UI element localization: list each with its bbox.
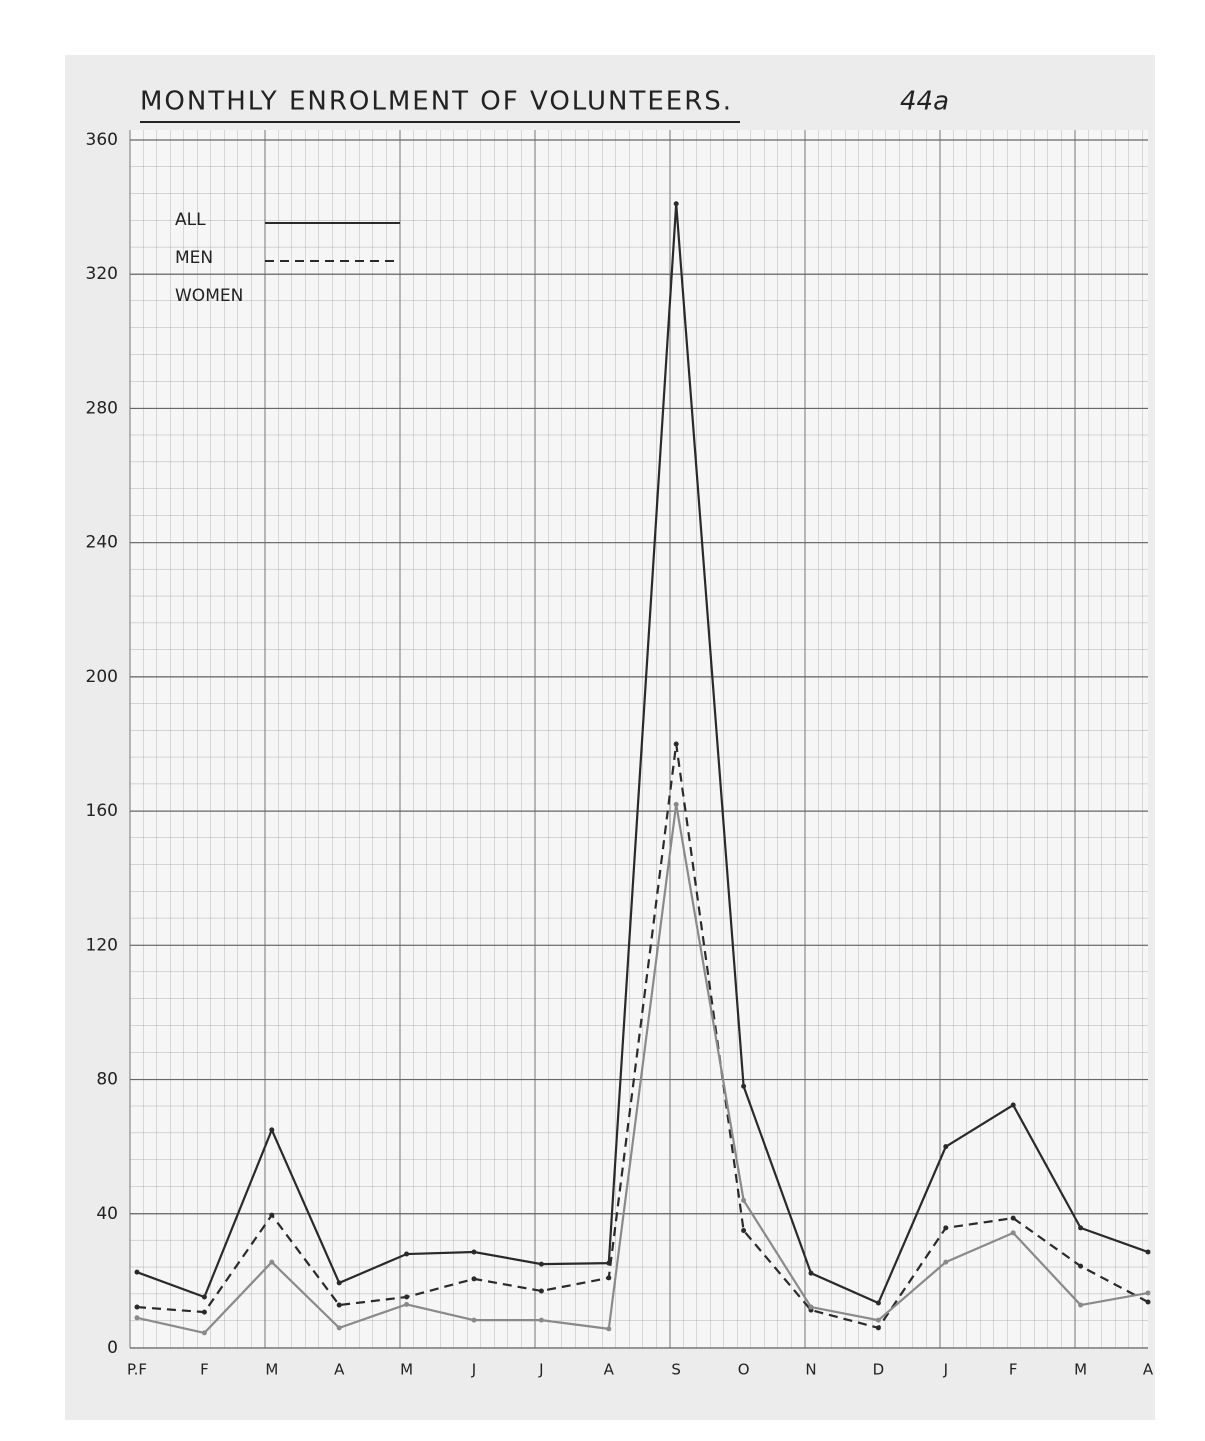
x-tick-label: F xyxy=(1009,1361,1018,1379)
y-tick-label: 40 xyxy=(96,1204,118,1224)
point xyxy=(876,1301,881,1306)
point xyxy=(472,1318,477,1323)
point xyxy=(876,1318,881,1323)
point xyxy=(404,1252,409,1257)
x-tick-label: P.F xyxy=(127,1361,147,1379)
point xyxy=(539,1288,544,1293)
point xyxy=(1146,1300,1151,1305)
point xyxy=(135,1270,140,1275)
y-tick-label: 80 xyxy=(96,1070,118,1090)
point xyxy=(943,1225,948,1230)
y-tick-label: 280 xyxy=(86,398,118,418)
x-tick-label: J xyxy=(943,1361,948,1379)
point xyxy=(1078,1225,1083,1230)
point xyxy=(741,1198,746,1203)
point xyxy=(472,1250,477,1255)
x-tick-label: N xyxy=(805,1361,816,1379)
chart-title: MONTHLY ENROLMENT OF VOLUNTEERS. xyxy=(140,87,733,117)
x-tick-label: S xyxy=(671,1361,681,1379)
point xyxy=(1011,1216,1016,1221)
x-tick-label: A xyxy=(604,1361,615,1379)
x-tick-label: M xyxy=(1074,1361,1087,1379)
x-tick-label: A xyxy=(334,1361,345,1379)
point xyxy=(1078,1264,1083,1269)
point xyxy=(674,742,679,747)
legend-label: WOMEN xyxy=(175,286,243,306)
chart: MONTHLY ENROLMENT OF VOLUNTEERS. 44a 0 40… xyxy=(0,0,1205,1441)
point xyxy=(1078,1303,1083,1308)
point xyxy=(809,1305,814,1310)
point xyxy=(943,1144,948,1149)
x-tick-label: F xyxy=(200,1361,209,1379)
point xyxy=(135,1315,140,1320)
x-tick-label: A xyxy=(1143,1361,1154,1379)
point xyxy=(269,1260,274,1265)
graph-paper xyxy=(130,130,1148,1348)
point xyxy=(1011,1230,1016,1235)
annotation: 44a xyxy=(900,87,949,117)
point xyxy=(1146,1290,1151,1295)
point xyxy=(876,1325,881,1330)
point xyxy=(135,1305,140,1310)
point xyxy=(674,802,679,807)
y-tick-label: 360 xyxy=(86,130,118,150)
point xyxy=(943,1260,948,1265)
x-tick-label: J xyxy=(471,1361,476,1379)
point xyxy=(606,1275,611,1280)
point xyxy=(809,1271,814,1276)
point xyxy=(337,1325,342,1330)
point xyxy=(269,1213,274,1218)
point xyxy=(741,1084,746,1089)
point xyxy=(337,1280,342,1285)
point xyxy=(202,1294,207,1299)
point xyxy=(606,1326,611,1331)
x-tick-label: O xyxy=(738,1361,750,1379)
x-tick-label: M xyxy=(400,1361,413,1379)
point xyxy=(337,1303,342,1308)
legend-label: ALL xyxy=(175,210,206,230)
y-tick-label: 0 xyxy=(107,1338,118,1358)
x-tick-label: J xyxy=(538,1361,543,1379)
y-tick-label: 240 xyxy=(86,533,118,553)
point xyxy=(472,1276,477,1281)
y-tick-label: 120 xyxy=(86,935,118,955)
point xyxy=(741,1228,746,1233)
x-tick-label: M xyxy=(265,1361,278,1379)
x-tick-label: D xyxy=(873,1361,885,1379)
point xyxy=(1011,1103,1016,1108)
point xyxy=(269,1127,274,1132)
legend-label: MEN xyxy=(175,248,213,268)
point xyxy=(1146,1250,1151,1255)
point xyxy=(674,201,679,206)
point xyxy=(404,1294,409,1299)
point xyxy=(539,1262,544,1267)
y-tick-label: 320 xyxy=(86,264,118,284)
point xyxy=(202,1330,207,1335)
point xyxy=(202,1310,207,1315)
y-tick-label: 200 xyxy=(86,667,118,687)
point xyxy=(539,1318,544,1323)
y-tick-label: 160 xyxy=(86,801,118,821)
point xyxy=(404,1302,409,1307)
